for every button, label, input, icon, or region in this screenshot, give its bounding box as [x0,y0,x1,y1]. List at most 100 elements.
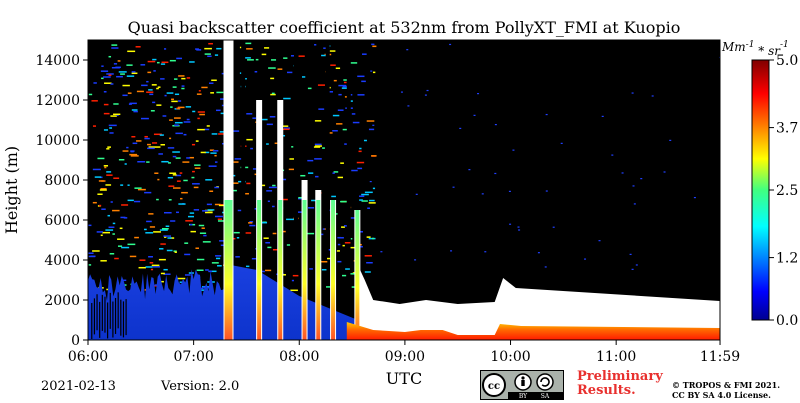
noise-speck [333,79,337,82]
noise-speck [106,174,113,176]
noise-speck [162,115,167,117]
noise-speck [270,77,275,80]
noise-speck [140,64,146,66]
dropout-stripe [101,294,103,331]
noise-speck [221,142,225,145]
noise-speck [189,156,194,159]
x-tick-label: 11:59 [700,349,740,365]
noise-speck [452,186,455,188]
noise-speck [179,172,183,174]
noise-speck [344,143,349,145]
noise-speck [148,256,153,258]
saturated-region [357,264,720,340]
noise-speck [199,113,205,116]
noise-speck [351,169,358,172]
noise-speck [186,157,191,159]
noise-speck [110,201,113,203]
noise-speck [363,139,367,142]
noise-speck [147,147,155,150]
noise-speck [552,226,555,228]
noise-speck [111,66,120,69]
noise-speck [193,209,200,211]
noise-speck [338,237,344,239]
noise-speck [113,63,118,65]
noise-speck [209,82,214,84]
noise-speck [113,103,119,105]
noise-speck [171,98,174,101]
noise-speck [101,208,106,210]
noise-speck [361,200,368,202]
copyright-line-1: © TROPOS & FMI 2021. [672,380,781,390]
noise-speck [169,172,177,175]
preliminary-notice: Preliminary Results. [577,370,663,398]
noise-speck [164,48,167,50]
plot-area [88,40,720,340]
noise-speck [156,104,162,106]
noise-speck [272,232,277,235]
noise-speck [246,113,253,115]
date-label: 2021-02-13 [41,379,116,394]
noise-speck [156,87,159,90]
noise-speck [340,162,344,164]
noise-speck [313,146,321,148]
cloud-column [302,200,307,340]
noise-speck [545,113,548,116]
noise-speck [109,132,114,134]
noise-speck [357,167,363,170]
noise-speck [450,250,453,252]
noise-speck [149,262,154,264]
noise-speck [301,76,306,78]
noise-speck [147,71,152,74]
noise-speck [209,270,217,273]
noise-speck [91,100,98,102]
noise-speck [145,232,154,234]
dropout-stripe [125,299,127,336]
cloud-column [316,200,321,340]
noise-speck [111,47,119,49]
noise-speck [598,240,601,242]
noise-speck [246,48,253,50]
noise-speck [98,204,102,207]
noise-speck [107,146,111,148]
noise-speck [236,237,240,239]
surface-layer [346,322,720,340]
noise-speck [140,117,149,120]
noise-speck [201,227,205,229]
noise-speck [283,57,288,59]
noise-speck [309,268,313,270]
noise-speck [286,218,295,221]
by-text: BY [519,393,528,399]
noise-speck [208,165,217,167]
noise-speck [232,130,240,132]
noise-speck [150,268,154,271]
cloud-gap [241,40,246,240]
noise-speck [584,258,587,260]
noise-speck [198,224,205,227]
noise-speck [108,226,115,228]
noise-speck [181,87,185,90]
noise-speck [127,243,136,246]
cloud-column [224,200,233,340]
noise-speck [144,137,150,140]
cc-license-badge[interactable]: cc BY SA [480,370,564,400]
noise-speck [168,185,175,187]
noise-speck [233,231,240,234]
noise-speck [161,61,169,64]
noise-speck [494,123,497,126]
noise-speck [282,128,290,131]
noise-speck [185,220,193,222]
noise-speck [163,273,171,275]
noise-speck [129,255,137,258]
noise-speck [266,190,273,192]
noise-speck [106,288,109,291]
noise-speck [215,215,223,218]
noise-speck [198,90,201,92]
noise-speck [88,224,92,227]
noise-speck [136,140,142,142]
noise-speck [233,161,239,163]
cloud-gap [293,40,298,240]
noise-speck [167,237,172,239]
noise-speck [207,209,215,211]
noise-speck [127,199,134,202]
noise-speck [147,60,156,63]
